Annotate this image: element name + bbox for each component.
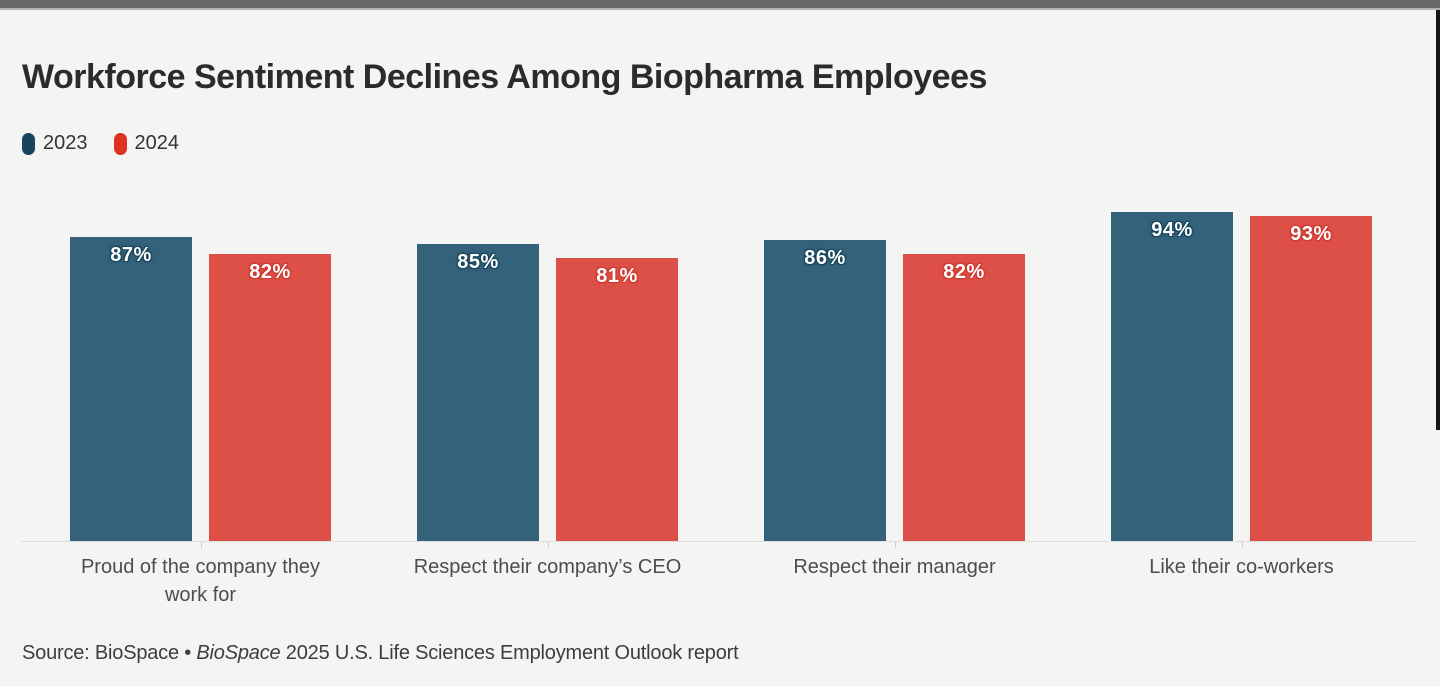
bar-2024[interactable]: 82% xyxy=(209,254,331,541)
bar-group: 94% 93% xyxy=(1111,191,1372,541)
axis-tick xyxy=(1241,542,1243,548)
bar-2023[interactable]: 94% xyxy=(1111,212,1233,541)
bar-2024[interactable]: 93% xyxy=(1250,215,1372,541)
bar-2024[interactable]: 81% xyxy=(556,257,678,541)
bar-2024[interactable]: 82% xyxy=(903,254,1025,541)
axis-tick xyxy=(547,542,549,548)
legend-item-2023: 2023 xyxy=(22,132,88,155)
top-strip xyxy=(0,0,1440,8)
bar-2023[interactable]: 87% xyxy=(70,236,192,541)
legend-swatch-2024 xyxy=(113,132,127,155)
bar-value-label: 86% xyxy=(804,247,846,269)
axis-tick xyxy=(894,542,896,548)
bar-value-label: 93% xyxy=(1290,222,1332,245)
bar-value-label: 81% xyxy=(596,264,638,287)
x-axis-line xyxy=(21,541,1416,542)
bar-value-label: 82% xyxy=(249,261,291,283)
bar-group: 85% 81% xyxy=(417,191,678,541)
legend-label-2023: 2023 xyxy=(43,132,88,154)
source-publication: BioSpace xyxy=(196,642,281,664)
top-strip-edge xyxy=(0,8,1440,10)
category-label: Proud of the company they work for xyxy=(80,556,321,606)
source-line: Source: BioSpace • BioSpace 2025 U.S. Li… xyxy=(22,642,739,665)
legend-swatch-2023 xyxy=(22,132,35,155)
bar-value-label: 85% xyxy=(457,250,499,273)
bar-2023[interactable]: 86% xyxy=(764,240,886,541)
chart-title: Workforce Sentiment Declines Among Bioph… xyxy=(22,58,987,96)
bar-group: 87% 82% xyxy=(70,191,331,541)
category-label: Respect their manager xyxy=(793,556,996,578)
axis-tick xyxy=(200,542,202,548)
source-prefix: Source: BioSpace • xyxy=(22,642,197,664)
bar-group: 86% 82% xyxy=(764,191,1025,541)
bar-value-label: 87% xyxy=(110,243,152,266)
legend: 2023 2024 xyxy=(22,132,196,155)
bar-2023[interactable]: 85% xyxy=(417,243,539,541)
source-suffix: 2025 U.S. Life Sciences Employment Outlo… xyxy=(280,642,739,664)
legend-label-2024: 2024 xyxy=(134,132,180,154)
category-label: Like their co-workers xyxy=(1149,556,1334,578)
category-label: Respect their company’s CEO xyxy=(413,556,682,578)
bar-value-label: 82% xyxy=(943,261,985,283)
bar-value-label: 94% xyxy=(1151,219,1193,241)
scrollbar-thumb[interactable] xyxy=(1436,10,1440,430)
legend-item-2024: 2024 xyxy=(113,132,180,155)
plot-area: 87% 82% 85% 81% 86% 82% 94% 93% xyxy=(0,191,1440,541)
